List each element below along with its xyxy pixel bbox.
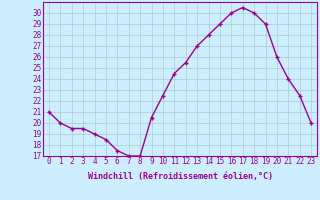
X-axis label: Windchill (Refroidissement éolien,°C): Windchill (Refroidissement éolien,°C) [87,172,273,181]
